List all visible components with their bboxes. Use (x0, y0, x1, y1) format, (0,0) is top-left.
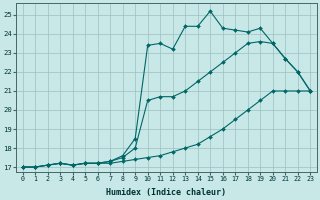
X-axis label: Humidex (Indice chaleur): Humidex (Indice chaleur) (107, 188, 227, 197)
